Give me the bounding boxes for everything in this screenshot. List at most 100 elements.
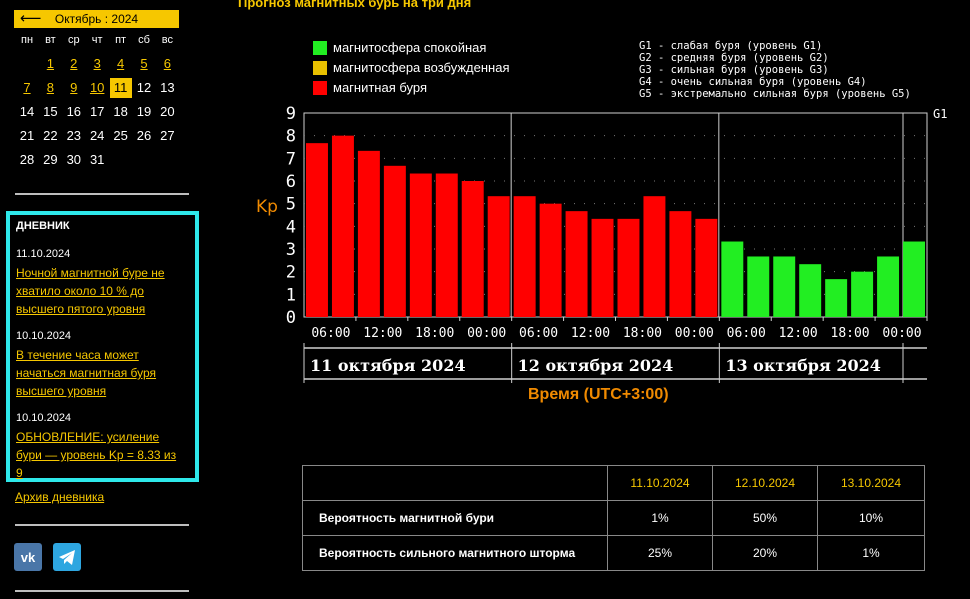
table-cell: 1% [607,500,713,536]
calendar-day[interactable]: 1 [46,56,54,71]
diary-entry-link[interactable]: ОБНОВЛЕНИЕ: усиление бури — уровень Kp =… [16,430,177,480]
calendar-day: 14 [19,104,35,119]
table-cell: 1% [817,535,925,571]
kp-bar [799,264,822,317]
vk-icon[interactable]: vk [14,543,42,571]
table-row: Вероятность сильного магнитного шторма 2… [302,535,925,571]
calendar-day[interactable]: 5 [140,56,148,71]
kp-bar [903,241,925,317]
kp-bar [331,135,354,317]
time-tick-label: 12:00 [779,326,818,341]
calendar-day[interactable]: 9 [70,80,78,95]
legend-label: магнитосфера спокойная [333,40,487,55]
diary-entry-date: 10.10.2024 [16,330,72,342]
y-tick-label: 8 [286,127,296,147]
table-header-date: 11.10.2024 [607,465,713,501]
table-header-date: 13.10.2024 [817,465,925,501]
calendar-day: 30 [66,152,82,167]
probability-table: 11.10.2024 12.10.2024 13.10.2024 Вероятн… [302,465,925,571]
time-tick-label: 00:00 [882,326,921,341]
kp-bar [825,279,848,317]
diary-archive-link[interactable]: Архив дневника [15,490,105,504]
calendar-day: 24 [89,128,105,143]
kp-bar [357,150,380,317]
kp-bar [306,143,328,317]
calendar-day: 17 [89,104,105,119]
legend-swatch-storm [313,81,327,95]
calendar-day: 28 [19,152,35,167]
time-tick-label: 00:00 [467,326,506,341]
kp-bar [695,218,718,317]
diary-panel: ДНЕВНИК 11.10.2024 Ночной магнитной буре… [6,211,199,482]
calendar-day: 18 [113,104,128,119]
time-tick-label: 12:00 [363,326,402,341]
calendar-day: 27 [160,128,175,143]
weekday-label: пн [20,34,34,46]
time-tick-label: 18:00 [831,326,870,341]
time-tick-label: 06:00 [311,326,350,341]
time-tick-label: 06:00 [519,326,558,341]
kp-bar [877,256,900,317]
weekday-label: ср [67,34,80,46]
calendar-day: 16 [66,104,82,119]
prev-month-arrow-icon[interactable]: ⟵ [20,10,42,27]
day-label: 13 октября 2024 [725,356,881,375]
g-scale-legend-line: G5 - экстремально сильная буря (уровень … [639,88,911,100]
calendar-header: ⟵ Октябрь : 2024 [14,10,179,28]
kp-bar [591,218,614,317]
y-tick-label: 3 [286,240,296,260]
telegram-icon[interactable] [53,543,81,571]
kp-bar [773,256,796,317]
calendar-day: 19 [136,104,152,119]
table-cell: 25% [607,535,713,571]
table-row-label: Вероятность сильного магнитного шторма [302,535,608,571]
calendar-day[interactable]: 2 [70,56,78,71]
y-tick-label: 4 [286,217,296,237]
diary-entry-date: 11.10.2024 [16,248,71,260]
calendar-day-today[interactable]: 11 [109,78,132,98]
x-axis-title: Время (UTC+3:00) [528,386,669,403]
time-tick-label: 06:00 [727,326,766,341]
calendar-day[interactable]: 3 [93,56,101,71]
diary-entry-link[interactable]: Ночной магнитной буре не хватило около 1… [16,266,165,316]
weekday-label: сб [138,34,150,46]
calendar-day: 20 [160,104,175,119]
calendar-day: 25 [113,128,128,143]
legend-swatch-excited [313,61,327,75]
svg-text:vk: vk [21,550,36,565]
y-tick-label: 5 [286,195,296,215]
calendar-day: 29 [43,152,58,167]
kp-bar [487,196,510,317]
diary-entry-link[interactable]: В течение часа может начаться магнитная … [16,348,157,398]
y-tick-label: 9 [286,105,296,124]
y-tick-label: 1 [286,285,296,305]
calendar-day[interactable]: 4 [116,56,125,71]
g-scale-legend-line: G3 - сильная буря (уровень G3) [639,64,829,76]
table-cell: 20% [712,535,818,571]
calendar-day: 13 [160,80,175,95]
table-row: Вероятность магнитной бури 1% 50% 10% [302,500,925,536]
divider [15,193,189,195]
time-tick-label: 18:00 [415,326,454,341]
divider [15,590,189,592]
divider [15,524,189,526]
g-tick-label: G1 [933,107,947,121]
calendar-day: 22 [43,128,58,143]
calendar-day[interactable]: 8 [46,80,54,95]
calendar-day: 31 [89,152,105,167]
table-header-date: 12.10.2024 [712,465,818,501]
kp-bar [383,165,406,317]
table-cell: 10% [817,500,925,536]
y-tick-label: 2 [286,263,296,283]
weekday-label: вт [45,34,56,46]
g-scale-legend-line: G1 - слабая буря (уровень G1) [639,40,823,52]
calendar-day[interactable]: 7 [23,80,31,95]
kp-bar [539,203,562,317]
calendar-day[interactable]: 6 [163,56,171,71]
legend-label: магнитная буря [333,80,428,95]
calendar-day[interactable]: 10 [89,80,105,95]
kp-bar [617,218,640,317]
calendar-day: 12 [136,80,152,95]
calendar-day: 23 [66,128,82,143]
table-row-label: Вероятность магнитной бури [302,500,608,536]
